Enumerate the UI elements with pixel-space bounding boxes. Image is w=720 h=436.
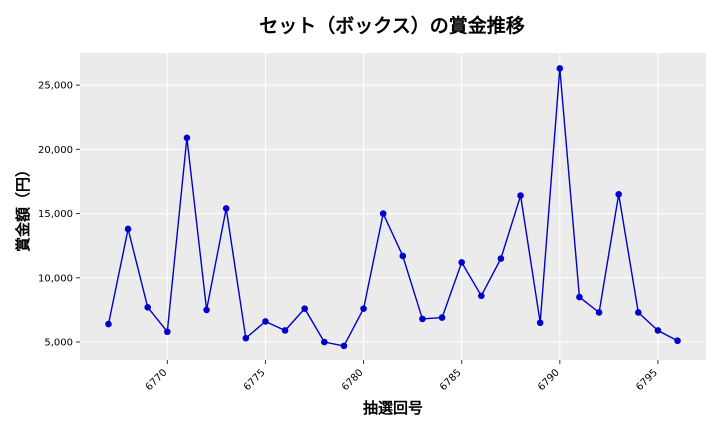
- data-point: [360, 305, 367, 312]
- series-line: [107, 68, 678, 347]
- x-tick-label: 6790: [536, 367, 562, 393]
- data-point: [536, 319, 544, 327]
- data-point: [615, 190, 622, 198]
- x-tick-label: 6775: [242, 367, 268, 393]
- data-point: [419, 315, 426, 323]
- data-point: [497, 255, 505, 262]
- y-tick-label: 20,000: [38, 145, 73, 156]
- data-point: [576, 293, 583, 301]
- data-point: [164, 328, 171, 336]
- series-layer: [105, 65, 681, 350]
- data-point: [340, 342, 348, 350]
- data-point: [105, 320, 112, 328]
- y-tick-label: 5,000: [44, 338, 73, 349]
- data-point: [281, 327, 289, 334]
- data-point: [595, 309, 603, 316]
- data-point: [654, 327, 662, 334]
- data-point: [478, 292, 485, 300]
- data-point: [438, 314, 446, 321]
- data-point: [124, 225, 132, 233]
- y-tick-label: 25,000: [38, 81, 73, 92]
- data-point: [242, 334, 250, 342]
- data-point: [183, 134, 191, 142]
- data-point: [203, 306, 210, 314]
- data-point: [379, 210, 387, 217]
- data-point: [458, 259, 465, 266]
- grid: [80, 53, 706, 360]
- data-point: [144, 304, 152, 311]
- data-point: [321, 338, 328, 346]
- y-tick-label: 15,000: [38, 209, 73, 220]
- x-tick-label: 6795: [634, 367, 660, 393]
- chart-title: セット（ボックス）の賞金推移: [259, 14, 524, 37]
- x-axis-label: 抽選回号: [363, 399, 423, 417]
- x-tick-label: 6770: [144, 367, 170, 393]
- data-point: [674, 337, 681, 345]
- data-point: [399, 252, 407, 260]
- x-tick-label: 6785: [438, 367, 464, 393]
- x-tick-label: 6780: [340, 367, 366, 393]
- data-point: [556, 65, 564, 72]
- y-tick-label: 10,000: [38, 273, 73, 284]
- data-point: [634, 309, 642, 316]
- data-point: [222, 205, 230, 212]
- y-axis-label: 賞金額（円）: [14, 162, 32, 252]
- plot-area: [80, 53, 706, 360]
- data-point: [517, 192, 524, 199]
- data-point: [262, 318, 269, 325]
- data-point: [301, 305, 308, 312]
